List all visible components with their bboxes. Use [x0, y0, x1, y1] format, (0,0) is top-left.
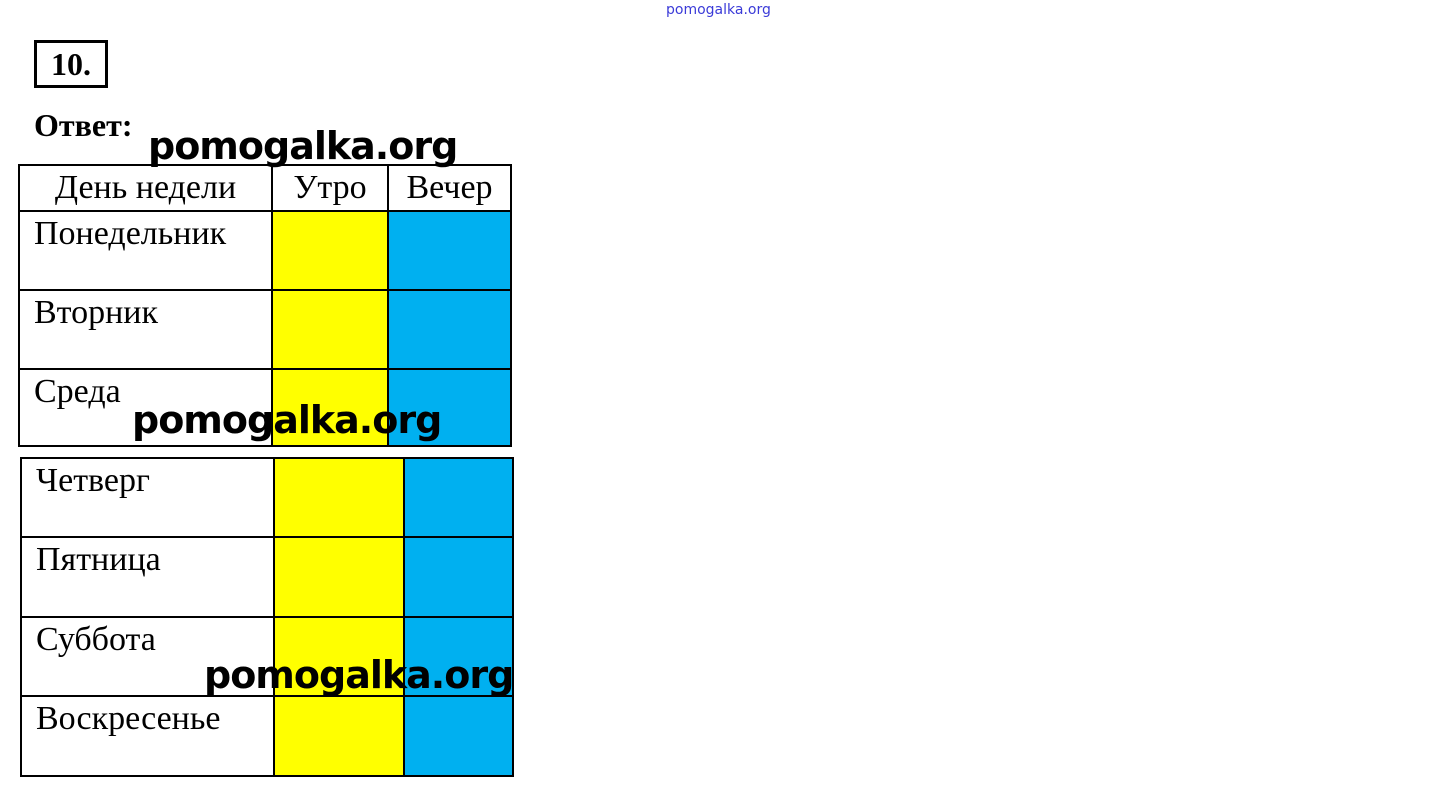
- evening-cell: [387, 289, 512, 370]
- table-row: Четверг: [20, 457, 514, 538]
- evening-cell: [387, 210, 512, 291]
- morning-cell: [273, 457, 405, 538]
- schedule-table-part1: День недели Утро Вечер Понедельник Вторник…: [18, 164, 512, 447]
- day-cell: Суббота: [20, 616, 275, 697]
- schedule-table-part2: Четверг Пятница Суббота Воскресенье: [20, 457, 514, 777]
- table-row: Вторник: [18, 289, 512, 370]
- table-row: Пятница: [20, 536, 514, 618]
- task-number: 10.: [34, 40, 108, 88]
- evening-cell: [403, 616, 514, 697]
- table-row: Воскресенье: [20, 695, 514, 777]
- evening-cell: [403, 536, 514, 618]
- evening-cell: [403, 695, 514, 777]
- watermark: pomogalka.org: [204, 653, 514, 697]
- morning-cell: [273, 536, 405, 618]
- table-row: Среда: [18, 368, 512, 447]
- watermark-top: pomogalka.org: [666, 2, 771, 18]
- answer-label: Ответ:: [34, 107, 133, 143]
- morning-cell: [271, 368, 389, 447]
- day-cell: Четверг: [20, 457, 275, 538]
- table-row: Суббота: [20, 616, 514, 697]
- table-row: Понедельник: [18, 210, 512, 291]
- day-cell: Пятница: [20, 536, 275, 618]
- evening-cell: [387, 368, 512, 447]
- day-cell: Воскресенье: [20, 695, 275, 777]
- day-cell: Среда: [18, 368, 273, 447]
- watermark: pomogalka.org: [132, 398, 442, 442]
- watermark: pomogalka.org: [148, 124, 458, 168]
- evening-cell: [403, 457, 514, 538]
- morning-cell: [273, 616, 405, 697]
- morning-cell: [271, 210, 389, 291]
- header-evening: Вечер: [387, 164, 512, 212]
- morning-cell: [271, 289, 389, 370]
- day-cell: Понедельник: [18, 210, 273, 291]
- morning-cell: [273, 695, 405, 777]
- header-morning: Утро: [271, 164, 389, 212]
- header-day: День недели: [18, 164, 273, 212]
- day-cell: Вторник: [18, 289, 273, 370]
